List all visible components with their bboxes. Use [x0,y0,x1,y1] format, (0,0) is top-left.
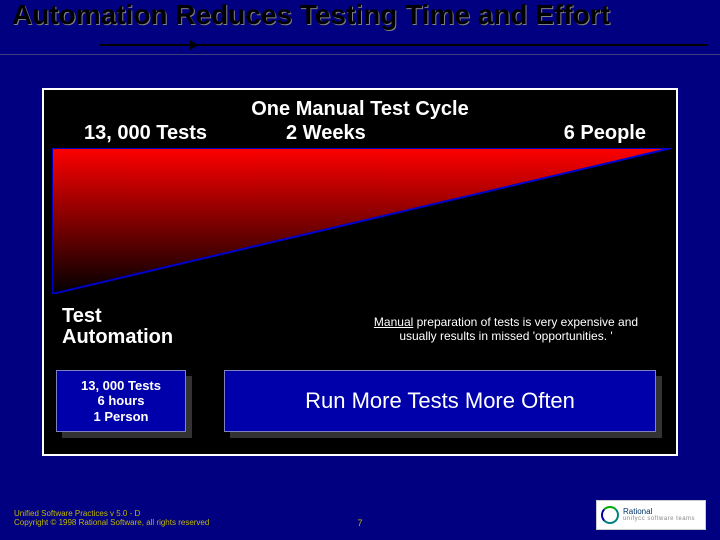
logo-text-wrap: Rational unifycc software teams [623,508,695,522]
tagline-text: Run More Tests More Often [305,388,575,414]
manual-note: Manual preparation of tests is very expe… [356,316,656,344]
manual-note-rest: preparation of tests is very expensive a… [399,315,638,343]
page-number: 7 [357,518,362,528]
slide-title: Automation Reduces Testing Time and Effo… [12,0,708,29]
wedge-graphic [52,148,672,294]
ta-line1: Test [62,306,173,327]
content-box: One Manual Test Cycle 13, 000 Tests 2 We… [42,88,678,456]
cycle-tests: 13, 000 Tests [84,122,207,145]
cycle-heading: One Manual Test Cycle [44,98,676,121]
cycle-people: 6 People [564,122,646,145]
logo-tagline: unifycc software teams [623,516,695,522]
small-card-line3: 1 Person [61,409,181,425]
tagline-card: Run More Tests More Often [224,370,656,432]
footer-line1: Unified Software Practices v 5.0 - D [14,509,209,519]
footer-line2: Copyright © 1998 Rational Software, all … [14,518,209,528]
manual-note-underline: Manual [374,315,413,329]
logo-brand: Rational [623,508,695,516]
title-area: Automation Reduces Testing Time and Effo… [12,0,708,29]
ta-line2: Automation [62,327,173,348]
wedge-polygon [52,148,672,294]
title-rule [0,52,720,54]
cycle-duration: 2 Weeks [286,122,366,145]
title-arrow-icon [190,40,198,50]
footer: Unified Software Practices v 5.0 - D Cop… [14,509,209,528]
automation-stats-card: 13, 000 Tests 6 hours 1 Person [56,370,186,432]
small-card-line1: 13, 000 Tests [61,378,181,394]
test-automation-label: Test Automation [62,306,173,348]
small-card-line2: 6 hours [61,393,181,409]
logo-swirl-icon [601,506,619,524]
rational-logo: Rational unifycc software teams [596,500,706,530]
